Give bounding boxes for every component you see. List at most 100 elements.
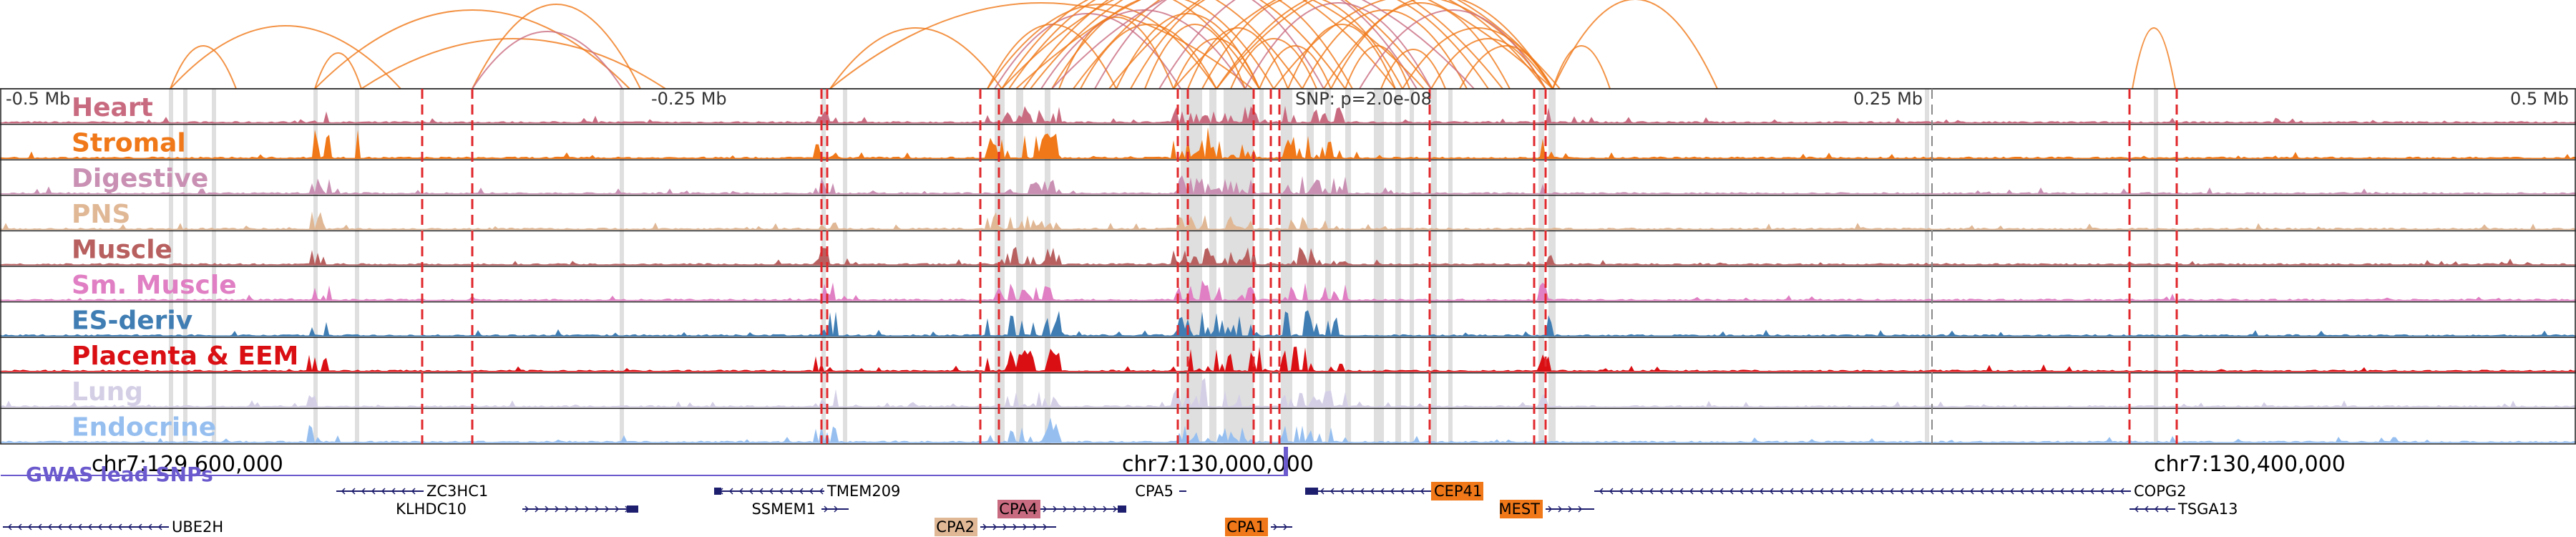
coordinate-axis: chr7:129,600,000 chr7:130,000,000 chr7:1… (92, 452, 2346, 477)
gene-label-box (1431, 482, 1483, 500)
strand-arrow (7, 523, 12, 531)
signal-area (0, 175, 2576, 194)
strand-arrow (1989, 488, 1994, 495)
strand-arrow (1929, 488, 1934, 495)
loop-arc (1216, 0, 1546, 90)
gene-klhdc10[interactable]: KLHDC10 (396, 500, 638, 518)
strand-arrow (982, 523, 987, 531)
gene-mest[interactable]: MEST (1498, 500, 1594, 518)
strand-arrow (1679, 488, 1684, 495)
gene-ube2h[interactable]: UBE2H (3, 518, 223, 536)
loop-arc (1051, 0, 1274, 90)
strand-arrow (834, 505, 839, 513)
gene-label-box (1500, 500, 1543, 518)
loop-arc (1001, 0, 1425, 90)
strand-arrow (157, 523, 162, 531)
signal-area (0, 211, 2576, 230)
strand-arrow (1729, 488, 1734, 495)
gene-label-box (1225, 518, 1268, 536)
strand-arrow (1669, 488, 1674, 495)
track-placenta-eem (0, 337, 2576, 372)
strand-arrow (2029, 488, 2034, 495)
gene-label: CPA5 (1135, 483, 1174, 500)
gene-tmem209[interactable]: TMEM209 (714, 483, 900, 500)
strand-arrow (799, 488, 804, 495)
gene-copg2[interactable]: COPG2 (1594, 483, 2187, 500)
gene-cpa4[interactable]: CPA4 (997, 500, 1126, 518)
gene-label: CPA4 (999, 500, 1038, 518)
coord-label-2: chr7:130,000,000 (1122, 452, 1314, 477)
gene-label-box (997, 500, 1040, 518)
loop-arc (472, 31, 623, 90)
gwas-track-label: GWAS lead SNPs (26, 463, 213, 486)
track-pns (0, 195, 2576, 231)
strand-arrow (585, 505, 590, 513)
gene-ssmem1[interactable]: SSMEM1 (751, 500, 849, 518)
strand-arrow (1063, 505, 1068, 513)
strand-arrow (2039, 488, 2044, 495)
strand-arrow (401, 488, 406, 495)
loop-arc (1359, 9, 1546, 90)
gene-cpa1[interactable]: CPA1 (1225, 518, 1292, 536)
track-labels: Heart Stromal Digestive PNS Muscle Sm. Muscle… (72, 93, 298, 442)
strand-arrow (1103, 505, 1108, 513)
loop-arc (314, 9, 630, 90)
strand-arrow (117, 523, 122, 531)
track-label: Muscle (72, 235, 172, 264)
strand-arrow (47, 523, 52, 531)
loop-arc (1552, 0, 1718, 90)
strand-arrow (1959, 488, 1964, 495)
loop-arc (1144, 24, 1246, 90)
gene-zc3hc1[interactable]: ZC3HC1 (336, 483, 488, 500)
track-muscle (0, 230, 2576, 266)
scale-bar: -0.5 Mb -0.25 Mb SNP: p=2.0e-08 0.25 Mb … (6, 89, 2569, 109)
strand-arrow (555, 505, 560, 513)
strand-arrow (2164, 505, 2169, 513)
strand-arrow (1649, 488, 1654, 495)
track-es-deriv (0, 301, 2576, 337)
snp-pvalue-label: SNP: p=2.0e-08 (1295, 89, 1432, 109)
loop-arc (1130, 0, 1353, 90)
strand-arrow (758, 488, 763, 495)
loop-arc (1552, 45, 1611, 90)
gene-cpa5[interactable]: CPA5 (1135, 483, 1186, 500)
strand-arrow (779, 488, 784, 495)
strand-arrow (748, 488, 753, 495)
strand-arrow (1380, 488, 1385, 495)
gene-tsga13[interactable]: TSGA13 (2129, 500, 2238, 518)
loop-arc (1259, 45, 1332, 90)
strand-arrow (1113, 505, 1118, 513)
gene-label: CPA2 (936, 518, 975, 536)
strand-arrow (1609, 488, 1614, 495)
strand-arrow (1083, 505, 1088, 513)
gene-label: SSMEM1 (751, 500, 816, 518)
strand-arrow (1002, 523, 1008, 531)
strand-arrow (1568, 505, 1573, 513)
strand-arrow (411, 488, 416, 495)
strand-arrow (1799, 488, 1804, 495)
strand-arrow (1073, 505, 1078, 513)
strand-arrow (381, 488, 386, 495)
loop-arc (987, 24, 1117, 90)
gene-cpa2[interactable]: CPA2 (935, 518, 1056, 536)
strand-arrow (27, 523, 32, 531)
signal-area (0, 310, 2576, 337)
strand-arrow (824, 505, 829, 513)
strand-arrow (1879, 488, 1884, 495)
strand-arrow (1889, 488, 1894, 495)
loop-arc (1015, 0, 1553, 90)
strand-arrow (2009, 488, 2014, 495)
strand-arrow (1899, 488, 1904, 495)
track-label: Sm. Muscle (72, 271, 237, 300)
gwas-lead-snp-marker[interactable] (1284, 447, 1288, 475)
signal-tracks (0, 88, 2576, 445)
gene-label: TMEM209 (826, 483, 900, 500)
strand-arrow (1629, 488, 1634, 495)
strand-arrow (1360, 488, 1365, 495)
strand-arrow (2059, 488, 2064, 495)
strand-arrow (2119, 488, 2124, 495)
loop-arc (1073, 0, 1432, 90)
gene-cep41[interactable]: CEP41 (1305, 482, 1483, 500)
strand-arrow (1390, 488, 1395, 495)
strand-arrow (2069, 488, 2074, 495)
